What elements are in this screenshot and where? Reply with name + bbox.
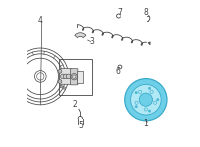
FancyBboxPatch shape [70,69,78,85]
Circle shape [125,79,167,121]
Circle shape [63,74,68,79]
Text: 4: 4 [38,16,43,25]
Text: 1: 1 [143,119,148,128]
Text: 6: 6 [116,67,121,76]
Circle shape [58,69,62,73]
Text: 5: 5 [79,121,84,130]
Circle shape [72,75,76,78]
Wedge shape [75,33,86,38]
Text: 2: 2 [72,100,77,109]
Circle shape [135,106,137,108]
Circle shape [157,98,159,101]
Circle shape [148,87,151,90]
Circle shape [66,74,71,79]
Circle shape [154,101,157,104]
Circle shape [139,90,142,93]
Circle shape [63,87,66,89]
Text: 7: 7 [117,8,122,17]
Circle shape [60,85,63,88]
Circle shape [58,80,62,83]
Circle shape [71,74,77,80]
Circle shape [135,101,138,104]
Circle shape [148,110,151,112]
Text: 8: 8 [143,8,148,17]
Circle shape [139,93,152,106]
Circle shape [135,92,137,94]
Text: 3: 3 [90,37,94,46]
Circle shape [150,90,153,93]
Circle shape [131,84,161,115]
Circle shape [61,74,65,79]
Circle shape [144,108,147,111]
FancyBboxPatch shape [59,69,71,84]
FancyBboxPatch shape [77,71,83,83]
